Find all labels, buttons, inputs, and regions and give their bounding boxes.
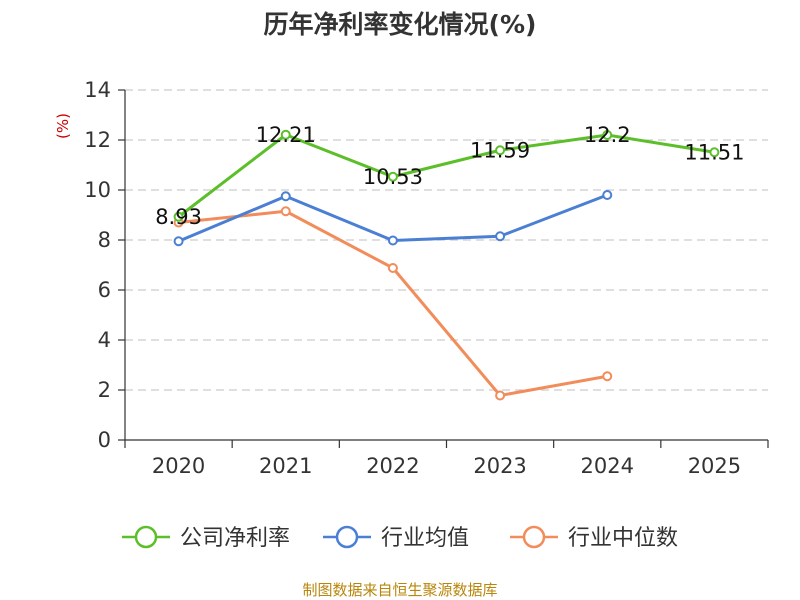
legend-item-0[interactable]: 公司净利率 bbox=[122, 525, 290, 551]
chart-title: 历年净利率变化情况(%) bbox=[264, 10, 537, 39]
x-tick-label: 2020 bbox=[152, 454, 205, 478]
data-label: 11.59 bbox=[470, 138, 530, 162]
data-point[interactable] bbox=[280, 129, 291, 140]
legend-item-1[interactable]: 行业均值 bbox=[323, 525, 469, 551]
data-point[interactable] bbox=[495, 231, 506, 242]
series-group bbox=[173, 129, 720, 401]
grid-lines bbox=[125, 89, 768, 391]
legend-marker bbox=[134, 525, 158, 549]
y-axis-ticks: 0 2 4 6 8 10 12 14 bbox=[84, 78, 111, 452]
legend-label: 行业中位数 bbox=[568, 526, 678, 551]
y-tick-label: 8 bbox=[98, 228, 111, 252]
data-point[interactable] bbox=[495, 390, 506, 401]
data-point[interactable] bbox=[387, 171, 398, 182]
y-tick-label: 12 bbox=[84, 128, 111, 152]
data-labels: 8.93 12.21 10.53 11.59 12.2 11.51 bbox=[155, 123, 744, 229]
legend-marker bbox=[335, 525, 359, 549]
x-tick-label: 2023 bbox=[473, 454, 526, 478]
data-point[interactable] bbox=[602, 190, 613, 200]
data-point[interactable] bbox=[387, 263, 398, 273]
y-tick-label: 0 bbox=[98, 428, 111, 452]
legend-item-2[interactable]: 行业中位数 bbox=[510, 525, 678, 551]
x-tick-label: 2024 bbox=[581, 454, 634, 478]
series-line-0 bbox=[177, 133, 715, 218]
data-point[interactable] bbox=[173, 211, 184, 222]
data-point[interactable] bbox=[280, 206, 291, 217]
data-point[interactable] bbox=[495, 145, 506, 156]
data-label: 12.2 bbox=[584, 123, 631, 147]
x-tick-label: 2022 bbox=[366, 454, 419, 478]
source-note: 制图数据来自恒生聚源数据库 bbox=[302, 581, 497, 599]
x-axis-ticks: 2020 2021 2022 2023 2024 2025 bbox=[152, 454, 741, 478]
axes bbox=[118, 89, 769, 448]
legend[interactable]: 公司净利率 行业均值 行业中位数 bbox=[122, 525, 678, 551]
data-point[interactable] bbox=[280, 191, 291, 202]
data-label: 10.53 bbox=[363, 165, 423, 189]
data-point[interactable] bbox=[602, 371, 613, 382]
data-label: 12.21 bbox=[256, 123, 316, 147]
data-point[interactable] bbox=[173, 236, 184, 247]
y-tick-label: 6 bbox=[98, 278, 111, 302]
y-tick-label: 10 bbox=[84, 178, 111, 202]
data-label: 8.93 bbox=[155, 205, 202, 229]
x-tick-label: 2025 bbox=[688, 454, 741, 478]
data-point[interactable] bbox=[709, 147, 720, 158]
data-point[interactable] bbox=[387, 235, 398, 246]
x-tick-label: 2021 bbox=[259, 454, 312, 478]
y-axis-unit: (%) bbox=[54, 113, 72, 139]
data-point[interactable] bbox=[602, 130, 613, 140]
legend-label: 公司净利率 bbox=[180, 526, 290, 551]
y-tick-label: 14 bbox=[84, 78, 111, 102]
legend-marker bbox=[522, 525, 546, 549]
y-tick-label: 4 bbox=[98, 328, 111, 352]
data-label: 11.51 bbox=[684, 140, 744, 164]
y-tick-label: 2 bbox=[98, 378, 111, 402]
legend-label: 行业均值 bbox=[381, 526, 469, 551]
series-line-1 bbox=[178, 193, 608, 243]
